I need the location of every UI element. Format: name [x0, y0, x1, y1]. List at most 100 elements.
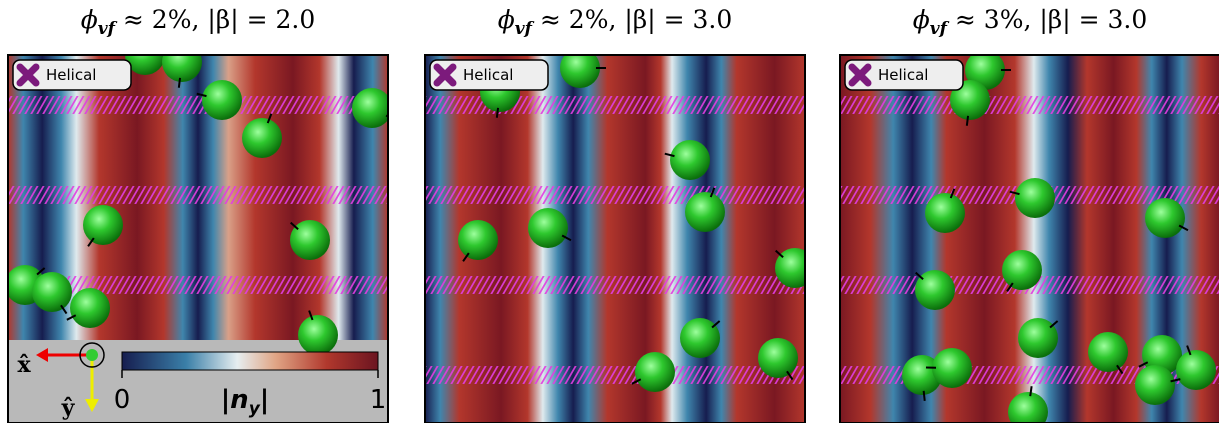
particle-orientation: [709, 187, 716, 198]
legend-box: [429, 59, 549, 91]
particle: [680, 318, 720, 358]
particle: [902, 355, 942, 395]
particle: [1002, 250, 1042, 290]
x-arrow-head: [36, 348, 48, 362]
particle: [202, 80, 242, 120]
panel-frame: [839, 54, 1219, 423]
particle-orientation: [711, 320, 721, 329]
particle-orientation: [1186, 345, 1192, 356]
title-symbol: ϕ: [81, 5, 98, 34]
particle: [635, 352, 675, 392]
particle: [1018, 318, 1058, 358]
particle-orientation: [915, 271, 924, 281]
particle-orientation: [1006, 282, 1014, 292]
legend-box: [844, 59, 964, 91]
particle: [932, 348, 972, 388]
panel-title: ϕvf ≈ 2%, |β| = 3.0: [498, 5, 733, 39]
colorbar-tick-label: 0: [114, 385, 131, 415]
particle-orientation: [775, 249, 784, 259]
x-axis-label: x̂: [17, 352, 31, 378]
particle: [560, 55, 600, 88]
particle-orientation: [308, 310, 314, 321]
particle: [1145, 198, 1185, 238]
particle: [670, 140, 710, 180]
helical-band: [425, 276, 805, 294]
title-subscript: vf: [515, 19, 535, 39]
particle-orientation: [561, 234, 572, 242]
particle: [1088, 332, 1128, 372]
particle-orientation: [631, 378, 642, 385]
particle: [1015, 178, 1055, 218]
particle: [1008, 392, 1048, 423]
colorbar: [121, 351, 379, 371]
particle: [685, 192, 725, 232]
particle-orientation: [87, 237, 95, 247]
y-arrow-head: [85, 399, 99, 412]
legend-marker: [16, 63, 40, 87]
particle: [70, 288, 110, 328]
title-relation: ≈ 3%, |β| = 3.0: [947, 5, 1147, 35]
title-relation: ≈ 2%, |β| = 3.0: [532, 5, 732, 35]
helical-band: [425, 96, 805, 114]
particle-orientation: [1009, 190, 1020, 196]
particle: [950, 80, 990, 120]
legend-label: Helical: [46, 66, 96, 84]
particle-orientation: [1116, 364, 1124, 375]
particle-orientation: [1178, 224, 1189, 232]
panel: [425, 55, 805, 423]
label-subscript: y: [249, 399, 261, 419]
legend-marker: [848, 63, 872, 87]
legend-label: Helical: [878, 66, 928, 84]
y-axis-label: ŷ: [61, 395, 76, 421]
particle-orientation: [1029, 386, 1033, 397]
particle: [1176, 350, 1216, 390]
particle-orientation: [266, 113, 273, 124]
helical-band: [8, 96, 388, 114]
legend-label: Helical: [463, 66, 513, 84]
particle-orientation: [1049, 320, 1059, 329]
particle: [915, 270, 955, 310]
origin-ring: [79, 342, 105, 368]
particle: [458, 220, 498, 260]
label-close: |: [260, 385, 270, 415]
particle: [125, 55, 165, 75]
particle: [298, 315, 338, 355]
particle-orientation: [196, 92, 207, 98]
particle: [242, 118, 282, 158]
particle-orientation: [922, 390, 926, 401]
title-subscript: vf: [98, 19, 118, 39]
panel-title: ϕvf ≈ 3%, |β| = 3.0: [913, 5, 1148, 39]
helical-band: [8, 186, 388, 204]
title-relation: ≈ 2%, |β| = 2.0: [115, 5, 315, 35]
title-symbol: ϕ: [498, 5, 515, 34]
particle-orientation: [949, 188, 956, 199]
particle-orientation: [290, 221, 299, 231]
particle-orientation: [965, 115, 970, 126]
label-symbol: |n: [221, 385, 249, 415]
colorbar-label: |ny|: [221, 385, 270, 419]
particle: [775, 248, 805, 288]
particle: [83, 205, 123, 245]
helical-band: [840, 96, 1219, 114]
particle: [162, 55, 202, 82]
particle: [1135, 365, 1175, 405]
helical-band: [425, 366, 805, 384]
panel-frame: [7, 54, 389, 423]
title-symbol: ϕ: [913, 5, 930, 34]
particle-orientation: [786, 370, 794, 381]
colorbar-tick-label: 1: [370, 385, 387, 415]
particle: [1142, 335, 1182, 375]
particle: [925, 193, 965, 233]
particle: [290, 220, 330, 260]
particle: [758, 338, 798, 378]
origin: [86, 349, 98, 361]
particle-orientation: [462, 252, 470, 262]
particle-orientation: [1138, 361, 1149, 368]
legend-box: [12, 59, 132, 91]
panel-title: ϕvf ≈ 2%, |β| = 2.0: [81, 5, 316, 39]
particle: [32, 272, 72, 312]
particle-orientation: [36, 267, 46, 276]
particle: [528, 208, 568, 248]
legend-marker: [433, 63, 457, 87]
